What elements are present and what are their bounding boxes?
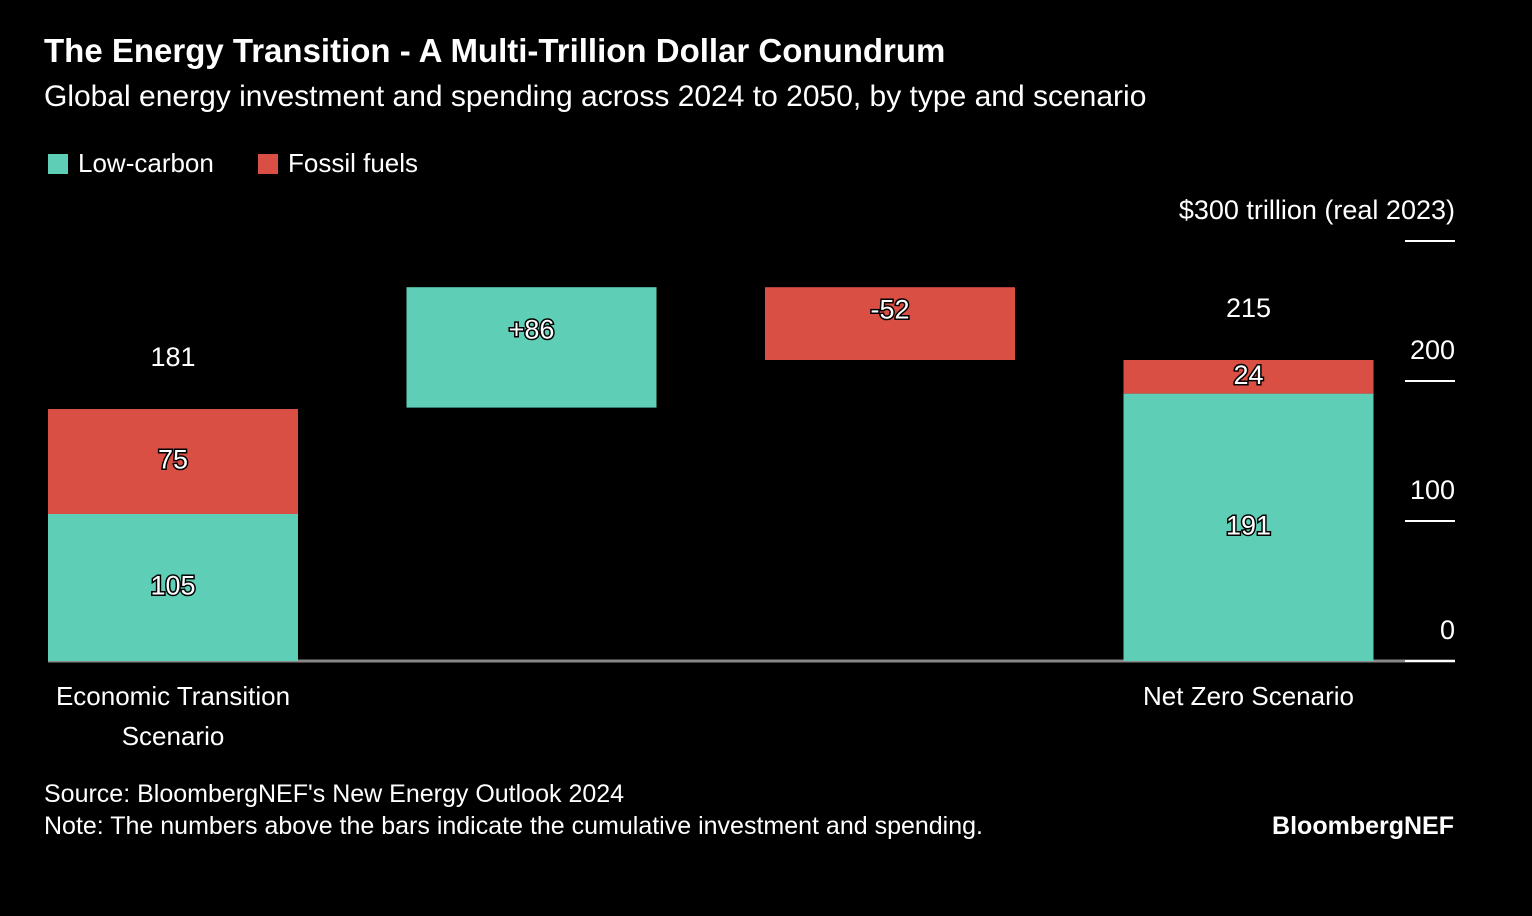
legend-swatch: [48, 153, 68, 174]
y-tick-label: 100: [1410, 475, 1455, 505]
legend-item: Low-carbon: [48, 148, 214, 179]
brand-logo: BloombergNEF: [1272, 812, 1454, 840]
legend-swatch: [258, 153, 278, 174]
value-label: 75: [158, 445, 188, 475]
x-tick-label: Economic Transition Scenario: [55, 681, 291, 751]
legend-item: Fossil fuels: [258, 148, 418, 179]
source: Source: BloombergNEF's New Energy Outloo…: [44, 780, 625, 808]
bar: [48, 409, 298, 514]
x-tick-label: Net Zero Scenario: [1143, 681, 1354, 711]
legend-label: Low-carbon: [78, 148, 214, 178]
y-tick-label: 0: [1440, 615, 1455, 645]
legend-label: Fossil fuels: [288, 148, 419, 178]
value-label: -52: [870, 294, 909, 324]
bar: [48, 514, 298, 661]
total-label: 215: [1226, 293, 1271, 323]
chart-title: The Energy Transition - A Multi-Trillion…: [44, 32, 946, 69]
value-label: 24: [1233, 360, 1263, 390]
y-tick-label: $300 trillion (real 2023): [1179, 195, 1455, 225]
bar: [765, 287, 1015, 360]
bar: [1123, 393, 1374, 661]
note: Note: The numbers above the bars indicat…: [44, 812, 983, 840]
bar: [406, 287, 657, 408]
value-label: 105: [150, 571, 195, 601]
chart-subtitle: Global energy investment and spending ac…: [44, 80, 1147, 113]
y-tick-label: 200: [1410, 335, 1455, 365]
total-label: 181: [150, 342, 195, 372]
bar: [1123, 360, 1374, 394]
value-label: +86: [509, 314, 555, 344]
value-label: 191: [1226, 510, 1271, 540]
